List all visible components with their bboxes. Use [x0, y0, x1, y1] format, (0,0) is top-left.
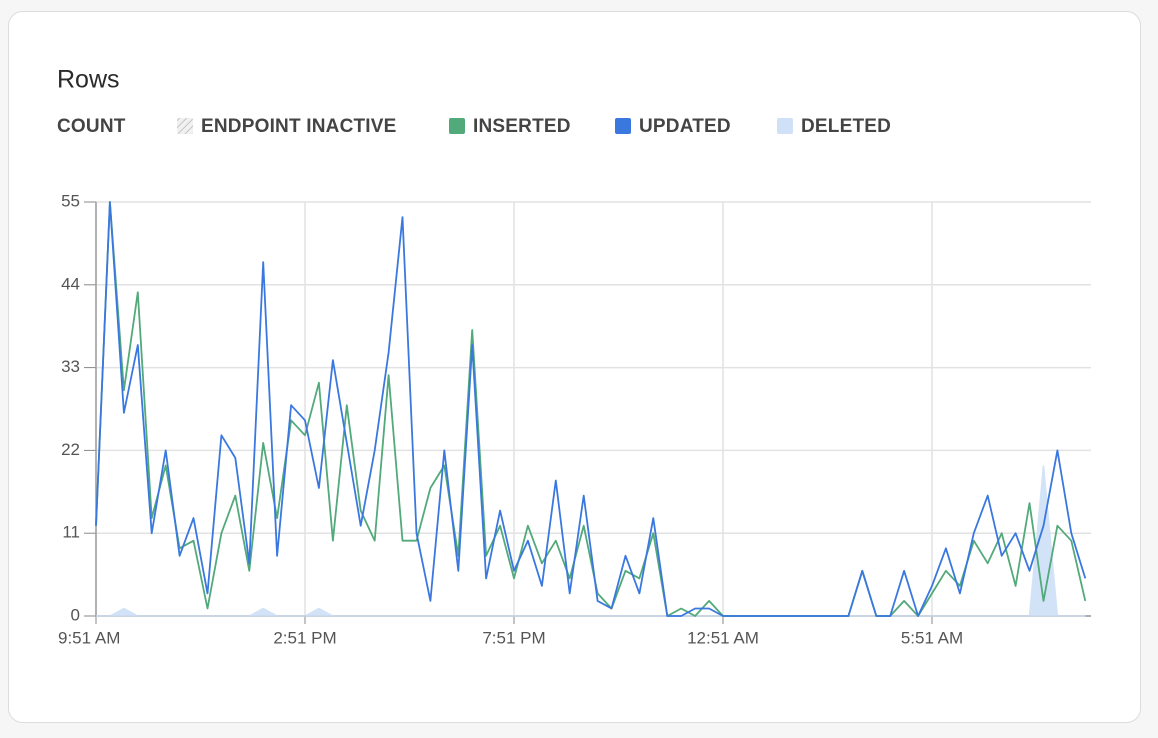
series-line	[95, 201, 1087, 617]
legend-swatch	[615, 118, 631, 134]
legend-label: UPDATED	[639, 116, 731, 137]
y-tick-label: 55	[61, 191, 80, 210]
legend-swatch	[177, 118, 193, 134]
y-axis-label: COUNT	[57, 116, 126, 137]
y-tick-label: 11	[62, 523, 80, 542]
series-area	[96, 465, 1086, 617]
legend-label: INSERTED	[473, 116, 571, 137]
x-tick-label: 5:51 AM	[901, 628, 963, 647]
y-tick-label: 33	[61, 357, 80, 376]
y-tick-label: 0	[71, 605, 80, 624]
y-tick-label: 22	[61, 440, 80, 459]
legend-swatch	[449, 118, 465, 134]
legend-label: ENDPOINT INACTIVE	[201, 116, 397, 137]
legend-label: DELETED	[801, 116, 891, 137]
y-tick-label: 44	[61, 274, 80, 293]
legend: ENDPOINT INACTIVE INSERTED UPDATED DELETED	[177, 116, 891, 137]
legend-swatch	[777, 118, 793, 134]
x-tick-label: 2:51 PM	[273, 628, 336, 647]
x-tick-label: 9:51 AM	[58, 628, 120, 647]
chart-title: Rows	[57, 66, 120, 94]
x-tick-label: 7:51 PM	[482, 628, 545, 647]
plot	[95, 201, 1087, 617]
x-tick-label: 12:51 AM	[687, 628, 759, 647]
